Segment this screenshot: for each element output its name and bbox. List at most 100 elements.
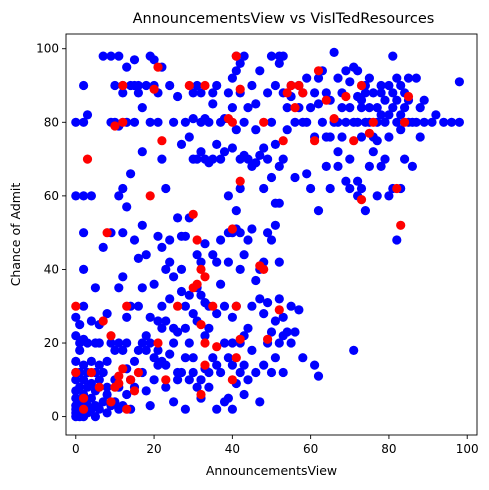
red-point — [200, 360, 210, 370]
blue-point — [141, 80, 151, 91]
blue-point — [251, 158, 261, 168]
blue-point — [137, 147, 147, 157]
red-point — [118, 364, 128, 374]
blue-point — [243, 154, 253, 164]
x-axis-label: AnnouncementsView — [206, 463, 337, 478]
blue-point — [329, 47, 339, 58]
x-tick-label: 60 — [303, 442, 318, 456]
blue-point — [376, 88, 386, 98]
blue-point — [290, 327, 300, 337]
red-point — [122, 404, 132, 414]
blue-point — [145, 312, 155, 322]
red-point — [403, 91, 414, 102]
blue-point — [90, 412, 100, 422]
blue-point — [396, 80, 406, 91]
x-tick-label: 20 — [146, 442, 161, 456]
blue-point — [356, 103, 367, 113]
blue-point — [102, 382, 112, 392]
blue-point — [118, 345, 128, 355]
blue-point — [98, 397, 108, 407]
blue-point — [235, 183, 245, 194]
blue-point — [114, 283, 124, 293]
blue-point — [341, 117, 351, 127]
blue-point — [165, 235, 175, 245]
blue-point — [79, 228, 89, 238]
blue-point — [145, 338, 155, 348]
blue-point — [180, 353, 190, 363]
blue-point — [126, 169, 136, 179]
blue-point — [180, 404, 190, 414]
blue-point — [212, 404, 222, 414]
blue-point — [219, 147, 230, 157]
red-point — [329, 114, 339, 124]
blue-point — [133, 253, 143, 263]
blue-point — [75, 345, 85, 355]
x-axis-ticks: 0 20 40 60 80 100 — [72, 435, 479, 456]
blue-point — [204, 382, 214, 392]
blue-point — [313, 206, 324, 216]
blue-point — [345, 103, 355, 113]
blue-point — [94, 338, 104, 348]
blue-point — [353, 176, 363, 186]
blue-point — [400, 103, 410, 113]
blue-point — [231, 125, 241, 135]
red-point — [82, 154, 93, 164]
y-axis-label: Chance of Admit — [8, 183, 23, 287]
red-point — [282, 88, 292, 98]
blue-point — [94, 360, 104, 370]
red-point — [231, 301, 241, 311]
blue-point — [396, 125, 406, 135]
y-tick-label: 60 — [44, 189, 59, 203]
blue-point — [137, 338, 147, 348]
red-point — [341, 91, 351, 102]
blue-point — [317, 117, 327, 127]
blue-point — [118, 272, 128, 282]
blue-point — [223, 353, 233, 363]
blue-point — [290, 172, 300, 183]
red-point — [196, 320, 206, 330]
x-tick-label: 0 — [72, 442, 80, 456]
blue-point — [157, 323, 167, 333]
red-point — [208, 301, 218, 311]
blue-point — [122, 202, 132, 212]
blue-point — [153, 231, 163, 241]
blue-point — [133, 301, 143, 311]
blue-point — [180, 301, 190, 311]
blue-point — [376, 161, 386, 171]
x-tick-label: 80 — [381, 442, 396, 456]
blue-point — [176, 367, 187, 378]
blue-point — [235, 264, 245, 274]
blue-point — [337, 103, 347, 113]
blue-point — [71, 393, 81, 403]
red-point — [184, 80, 194, 91]
blue-point — [173, 213, 183, 223]
blue-point — [153, 117, 163, 127]
red-point — [278, 136, 288, 146]
red-point — [356, 80, 367, 91]
blue-point — [278, 367, 288, 378]
blue-point — [364, 73, 374, 83]
blue-point — [427, 117, 437, 127]
red-point — [188, 209, 198, 219]
blue-point — [79, 191, 89, 201]
blue-point — [180, 231, 190, 241]
blue-point — [71, 117, 81, 127]
blue-point — [263, 88, 273, 98]
blue-point — [149, 55, 159, 65]
red-point — [310, 136, 320, 146]
blue-point — [266, 51, 277, 61]
red-point — [106, 331, 116, 341]
red-point — [173, 301, 183, 311]
blue-point — [231, 206, 241, 216]
blue-point — [192, 154, 202, 164]
red-point — [114, 371, 124, 381]
blue-point — [137, 103, 147, 113]
blue-point — [356, 132, 367, 142]
blue-point — [208, 99, 218, 109]
blue-point — [239, 389, 249, 400]
blue-point — [411, 73, 421, 83]
blue-point — [173, 91, 183, 102]
blue-point — [376, 80, 386, 91]
blue-point — [149, 279, 159, 289]
